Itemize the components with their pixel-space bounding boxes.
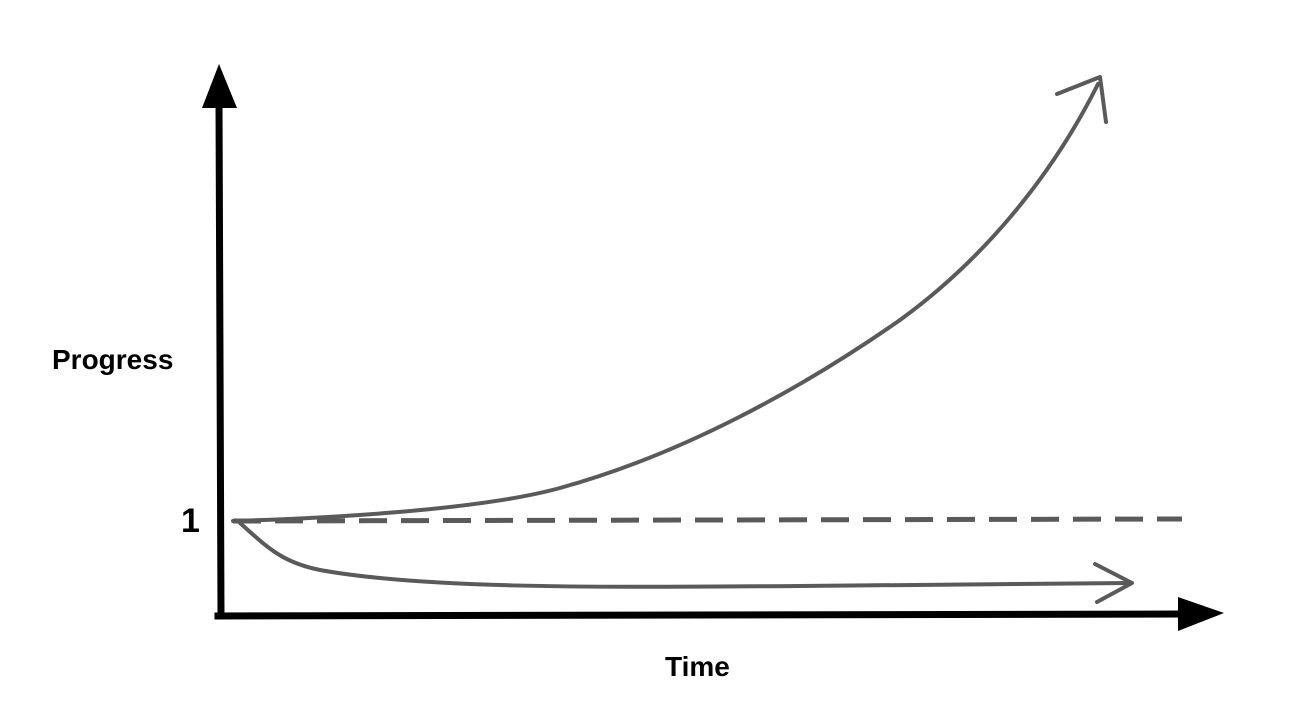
y-axis-label: Progress: [52, 344, 173, 375]
declining-curve: [238, 521, 1132, 589]
baseline-dashed-line: [232, 516, 1183, 524]
y-axis-line: [215, 101, 225, 620]
rising-curve-arrowhead: [1055, 75, 1108, 124]
declining-curve-arrowhead: [1093, 562, 1134, 604]
baseline-label: 1: [181, 502, 200, 540]
y-axis-arrowhead: [202, 64, 237, 108]
axes: [202, 64, 1224, 631]
rising-curve: [231, 82, 1100, 523]
x-axis-label: Time: [665, 651, 730, 682]
x-axis-line: [214, 610, 1186, 620]
x-axis-arrowhead: [1178, 597, 1224, 631]
